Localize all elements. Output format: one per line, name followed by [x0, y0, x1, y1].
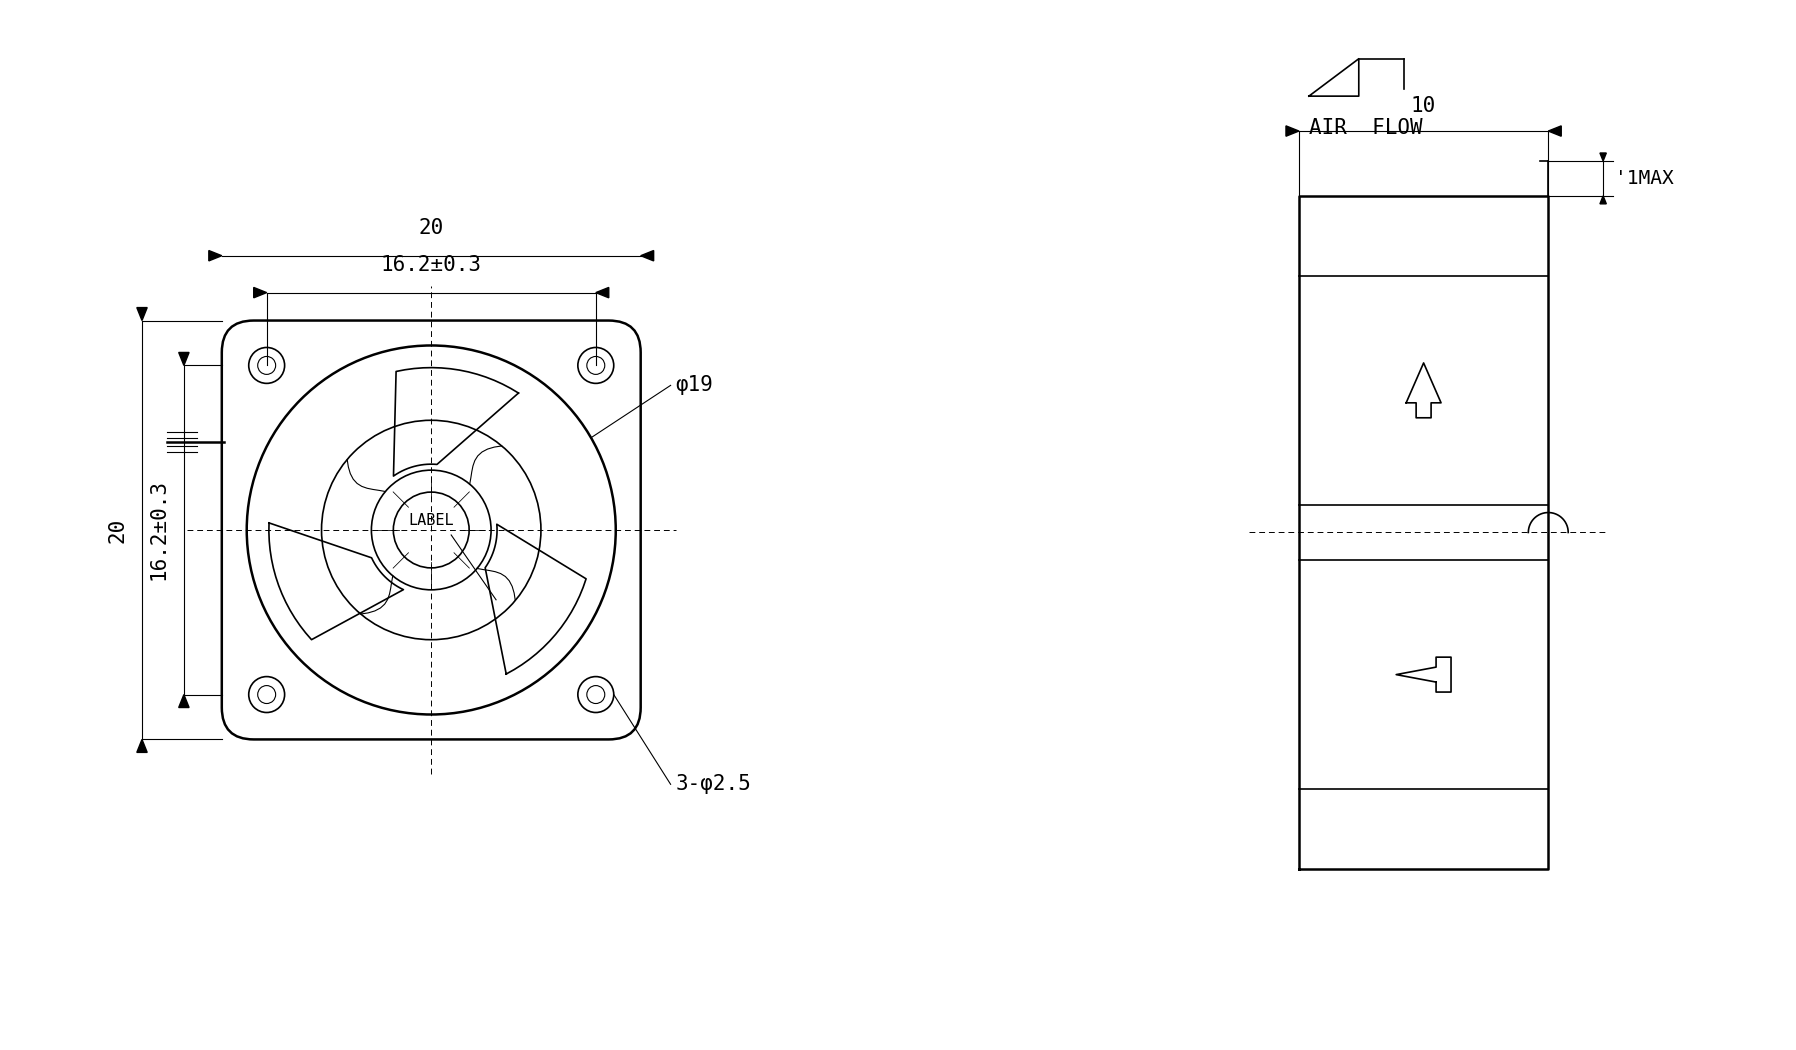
Text: 20: 20	[418, 217, 444, 237]
Text: 3-φ2.5: 3-φ2.5	[675, 774, 751, 794]
Polygon shape	[1600, 196, 1606, 204]
Polygon shape	[253, 288, 266, 298]
Polygon shape	[596, 288, 609, 298]
Text: 10: 10	[1412, 97, 1437, 117]
Polygon shape	[136, 739, 147, 753]
Text: 16.2±0.3: 16.2±0.3	[381, 255, 481, 275]
Text: '1MAX: '1MAX	[1615, 169, 1674, 188]
Polygon shape	[1286, 126, 1299, 136]
Polygon shape	[1548, 126, 1561, 136]
Polygon shape	[208, 251, 221, 260]
Text: φ19: φ19	[675, 375, 713, 396]
Text: 20: 20	[108, 518, 128, 543]
Text: AIR  FLOW: AIR FLOW	[1309, 118, 1422, 139]
Polygon shape	[180, 694, 189, 708]
Polygon shape	[641, 251, 654, 260]
Text: LABEL: LABEL	[408, 512, 454, 527]
Polygon shape	[136, 308, 147, 320]
Text: 16.2±0.3: 16.2±0.3	[149, 480, 169, 581]
Polygon shape	[1600, 153, 1606, 161]
Polygon shape	[180, 353, 189, 365]
